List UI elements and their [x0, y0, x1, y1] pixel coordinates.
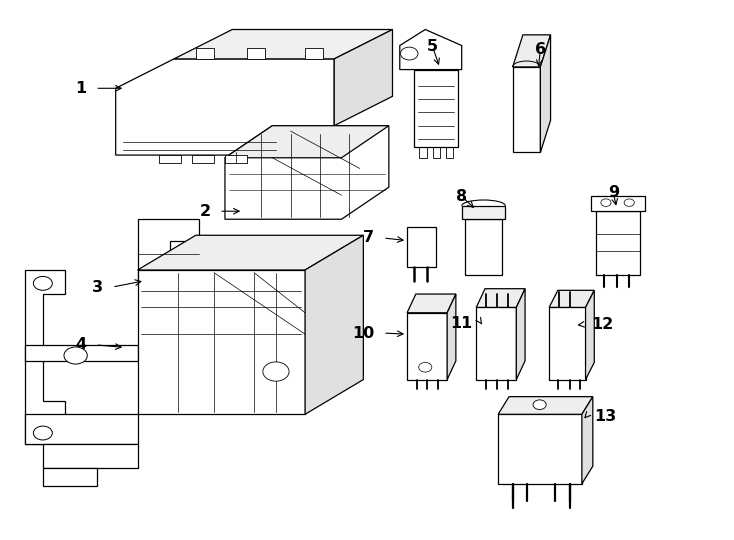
Polygon shape	[25, 270, 65, 444]
Polygon shape	[512, 35, 550, 67]
Bar	[435, 86, 446, 95]
Polygon shape	[498, 397, 593, 414]
Polygon shape	[592, 196, 645, 211]
Circle shape	[533, 400, 546, 409]
Polygon shape	[174, 30, 393, 59]
Polygon shape	[407, 294, 456, 313]
Bar	[419, 99, 431, 109]
Bar	[225, 154, 247, 163]
Polygon shape	[407, 313, 447, 380]
Polygon shape	[540, 35, 550, 152]
Polygon shape	[597, 211, 640, 275]
Polygon shape	[247, 48, 265, 59]
Bar	[419, 86, 431, 95]
Bar	[412, 239, 429, 254]
Polygon shape	[400, 30, 462, 70]
Circle shape	[601, 199, 611, 206]
Polygon shape	[476, 307, 516, 380]
Polygon shape	[549, 307, 586, 380]
Bar	[419, 126, 431, 136]
Bar	[148, 226, 161, 230]
Bar	[435, 112, 446, 122]
Polygon shape	[462, 206, 506, 219]
Circle shape	[624, 199, 634, 206]
Circle shape	[33, 426, 52, 440]
Circle shape	[263, 362, 289, 381]
Text: 7: 7	[363, 231, 374, 246]
Circle shape	[401, 47, 418, 60]
Polygon shape	[116, 59, 334, 155]
Text: 8: 8	[456, 189, 468, 204]
Text: 9: 9	[608, 185, 619, 200]
Polygon shape	[498, 414, 582, 484]
Bar	[159, 154, 181, 163]
Text: 6: 6	[535, 42, 546, 57]
Bar	[435, 126, 446, 136]
Polygon shape	[137, 270, 305, 414]
Text: 12: 12	[592, 317, 614, 332]
Polygon shape	[476, 289, 525, 307]
Polygon shape	[512, 67, 540, 152]
Polygon shape	[137, 235, 363, 270]
Circle shape	[418, 362, 432, 372]
Text: 1: 1	[76, 81, 87, 96]
Text: 5: 5	[427, 39, 438, 54]
Polygon shape	[447, 294, 456, 380]
Polygon shape	[43, 444, 137, 468]
Text: 11: 11	[451, 316, 473, 331]
Bar	[192, 154, 214, 163]
Bar	[178, 226, 191, 230]
Polygon shape	[305, 48, 323, 59]
Polygon shape	[137, 219, 200, 286]
Polygon shape	[582, 397, 593, 484]
Polygon shape	[196, 48, 214, 59]
Polygon shape	[334, 30, 393, 126]
Polygon shape	[407, 227, 436, 267]
Text: 3: 3	[92, 280, 103, 295]
Circle shape	[64, 347, 87, 364]
Bar	[419, 147, 426, 158]
Text: 13: 13	[595, 409, 617, 424]
Polygon shape	[25, 414, 137, 444]
Text: 2: 2	[199, 204, 211, 219]
Polygon shape	[305, 235, 363, 414]
Bar	[432, 147, 440, 158]
Circle shape	[33, 276, 52, 291]
Bar	[446, 147, 453, 158]
Polygon shape	[415, 70, 458, 147]
Polygon shape	[516, 289, 525, 380]
Polygon shape	[465, 219, 502, 275]
Bar	[419, 112, 431, 122]
Polygon shape	[25, 345, 137, 361]
Polygon shape	[549, 291, 595, 307]
Polygon shape	[586, 291, 595, 380]
Text: 10: 10	[352, 326, 374, 341]
Bar	[435, 99, 446, 109]
Polygon shape	[225, 126, 389, 219]
Polygon shape	[225, 126, 389, 158]
Text: 4: 4	[76, 338, 87, 352]
Polygon shape	[43, 468, 98, 487]
